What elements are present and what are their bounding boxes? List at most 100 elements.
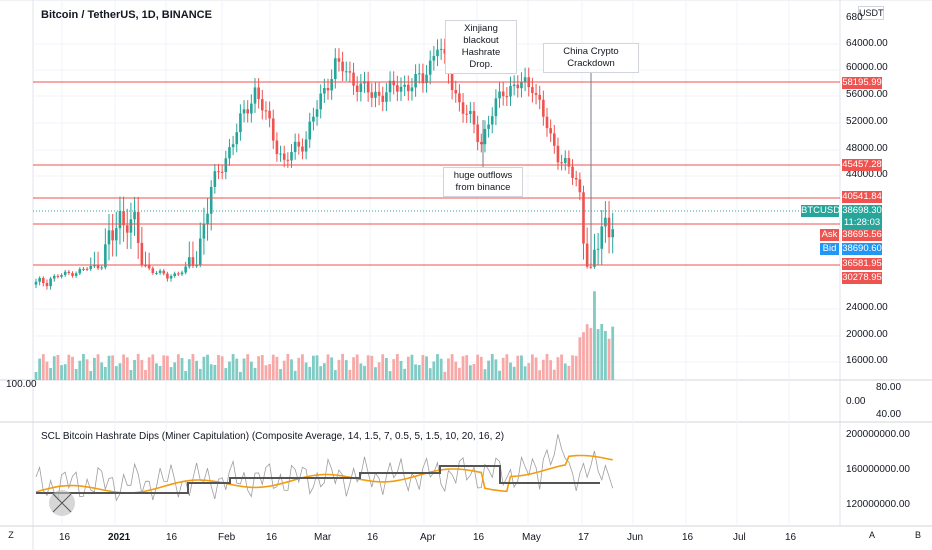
marker-x <box>52 493 72 513</box>
volume-bar <box>359 363 363 380</box>
candle <box>538 94 541 100</box>
volume-bar <box>498 370 501 380</box>
candle <box>520 81 523 89</box>
volume-bar <box>249 361 253 380</box>
indicator-label[interactable]: SCL Bitcoin Hashrate Dips (Miner Capitul… <box>41 431 505 442</box>
volume-bar <box>490 354 494 380</box>
annotation-china[interactable]: China Crypto Crackdown <box>543 43 639 73</box>
candle <box>74 273 78 276</box>
candle <box>301 146 304 152</box>
candle <box>279 153 282 155</box>
volume-bar <box>89 370 93 380</box>
candle <box>359 83 363 93</box>
volume-bar <box>344 360 348 380</box>
candle <box>63 271 67 276</box>
volume-bar <box>468 365 472 380</box>
volume-bar <box>545 354 549 380</box>
candle <box>315 109 319 117</box>
candle <box>147 265 151 269</box>
candle <box>188 257 191 267</box>
candle <box>498 91 501 99</box>
volume-bar <box>246 354 250 380</box>
volume-bar <box>184 371 188 380</box>
volume-bar <box>114 366 118 380</box>
price-axis-label: 20000.00 <box>846 329 888 340</box>
volume-bar <box>264 365 268 380</box>
time-axis-label: 2021 <box>108 532 131 543</box>
candle <box>151 268 155 274</box>
volume-bar <box>363 365 366 380</box>
time-axis-label: 16 <box>266 532 278 543</box>
volume-bar <box>198 368 202 380</box>
volume-bar <box>107 355 111 380</box>
candle <box>487 124 490 129</box>
auto-scale-button[interactable]: A <box>868 530 875 540</box>
volume-bar <box>395 354 399 380</box>
volume-bar <box>439 358 443 380</box>
candle <box>556 145 560 163</box>
mid-pane-value: 100.00 <box>6 379 37 390</box>
volume-bar <box>410 354 414 380</box>
candle <box>104 244 107 268</box>
b-button[interactable]: B <box>914 530 921 540</box>
volume-bar <box>231 354 235 380</box>
annotation-outflows[interactable]: huge outflows from binance <box>443 167 523 197</box>
volume-bar <box>78 360 82 380</box>
candle <box>56 275 60 277</box>
candle <box>501 91 505 97</box>
candle <box>323 87 326 94</box>
candle <box>443 48 447 54</box>
volume-bar <box>527 363 531 380</box>
candle <box>611 229 614 238</box>
candle <box>490 116 494 125</box>
candle <box>213 171 217 187</box>
volume-bar <box>436 354 439 380</box>
zoom-button[interactable]: Z <box>8 530 14 540</box>
candle <box>228 147 231 159</box>
volume-bar <box>458 367 461 380</box>
candle <box>560 162 563 164</box>
annotation-xinjiang[interactable]: Xinjiang blackout Hashrate Drop. <box>445 20 517 74</box>
volume-bar <box>133 359 136 380</box>
volume-bar <box>374 367 377 380</box>
candle <box>596 248 600 250</box>
candle <box>235 132 239 145</box>
candle <box>293 141 297 153</box>
bid-label: Bid <box>820 243 839 255</box>
candle <box>100 267 103 269</box>
candle <box>348 71 352 73</box>
volume-bar <box>604 330 607 380</box>
volume-bar <box>253 367 257 380</box>
volume-bar <box>125 357 129 380</box>
volume-bar <box>596 329 600 380</box>
candle <box>38 277 41 282</box>
candle <box>534 93 538 95</box>
volume-bar <box>425 356 428 380</box>
candle <box>34 281 38 285</box>
volume-bar <box>443 371 447 380</box>
candle <box>461 102 465 114</box>
ask-label: Ask <box>820 229 839 241</box>
mid-axis-label: 40.00 <box>876 409 902 420</box>
volume-bar <box>228 361 231 380</box>
volume-bar <box>487 360 490 380</box>
candle <box>180 272 184 275</box>
currency-badge[interactable]: USDT <box>858 6 884 20</box>
candle <box>334 58 337 80</box>
volume-bar <box>213 365 217 380</box>
volume-bar <box>52 356 56 380</box>
candle <box>421 73 425 84</box>
candle <box>111 230 114 241</box>
candle <box>472 111 476 125</box>
candle <box>563 158 567 163</box>
volume-bar <box>319 366 323 380</box>
candle <box>275 140 279 155</box>
volume-bar <box>330 357 334 380</box>
volume-bar <box>85 359 89 380</box>
volume-bar <box>392 359 396 380</box>
candle <box>553 133 556 146</box>
volume-bar <box>82 354 85 380</box>
volume-bar <box>585 324 589 380</box>
volume-bar <box>538 370 542 380</box>
